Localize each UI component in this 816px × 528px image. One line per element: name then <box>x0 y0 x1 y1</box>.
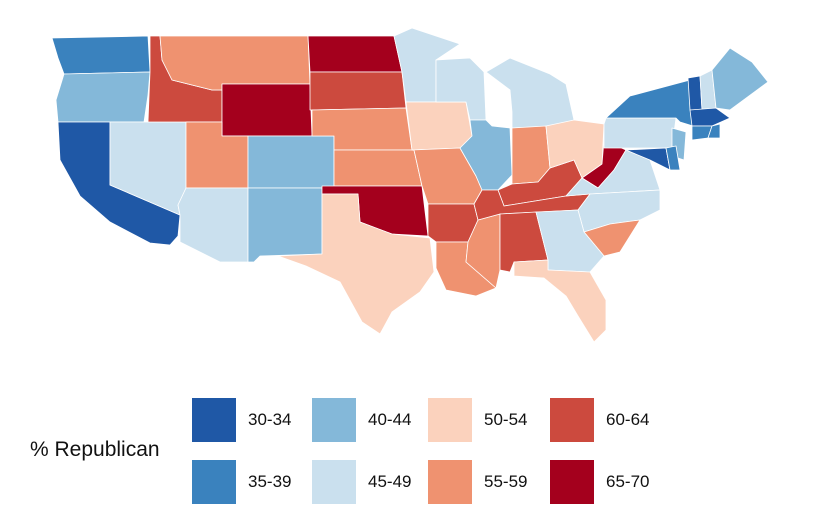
state-sd <box>309 71 407 111</box>
state-az <box>177 187 249 263</box>
legend-item: 35-39 <box>192 460 312 504</box>
state-ri <box>707 123 721 139</box>
state-ks <box>333 149 423 187</box>
legend-swatch <box>312 398 356 442</box>
legend-swatch <box>550 398 594 442</box>
legend-item: 50-54 <box>428 398 548 442</box>
us-choropleth-map <box>51 27 769 343</box>
legend-item: 55-59 <box>428 460 548 504</box>
legend-label: 30-34 <box>248 410 292 429</box>
state-ia <box>405 101 473 151</box>
legend: % Republican 30-34 35-39 40-44 45-49 50-54 55… <box>30 398 790 508</box>
state-nm <box>247 187 323 263</box>
state-pa <box>603 117 677 149</box>
state-mi <box>485 57 575 129</box>
legend-swatch <box>192 460 236 504</box>
legend-item: 40-44 <box>312 398 432 442</box>
legend-title: % Republican <box>30 438 160 461</box>
legend-label: 65-70 <box>606 472 650 491</box>
legend-swatch <box>428 460 472 504</box>
state-or <box>55 71 151 123</box>
state-de <box>665 145 681 171</box>
state-nd <box>307 35 403 73</box>
state-wy <box>221 83 313 137</box>
state-mt <box>159 35 311 91</box>
legend-swatch <box>192 398 236 442</box>
legend-label: 35-39 <box>248 472 292 491</box>
state-co <box>247 135 335 189</box>
state-ma <box>689 107 731 127</box>
state-fl <box>513 259 607 343</box>
state-tx <box>277 193 435 335</box>
state-wa <box>51 35 151 75</box>
legend-swatch <box>312 460 356 504</box>
legend-label: 45-49 <box>368 472 412 491</box>
legend-swatch <box>428 398 472 442</box>
legend-label: 50-54 <box>484 410 528 429</box>
state-me <box>711 47 769 111</box>
legend-item: 30-34 <box>192 398 312 442</box>
legend-label: 55-59 <box>484 472 528 491</box>
legend-item: 45-49 <box>312 460 432 504</box>
legend-label: 40-44 <box>368 410 412 429</box>
legend-item: 65-70 <box>550 460 670 504</box>
legend-item: 60-64 <box>550 398 670 442</box>
legend-swatch <box>550 460 594 504</box>
legend-label: 60-64 <box>606 410 650 429</box>
